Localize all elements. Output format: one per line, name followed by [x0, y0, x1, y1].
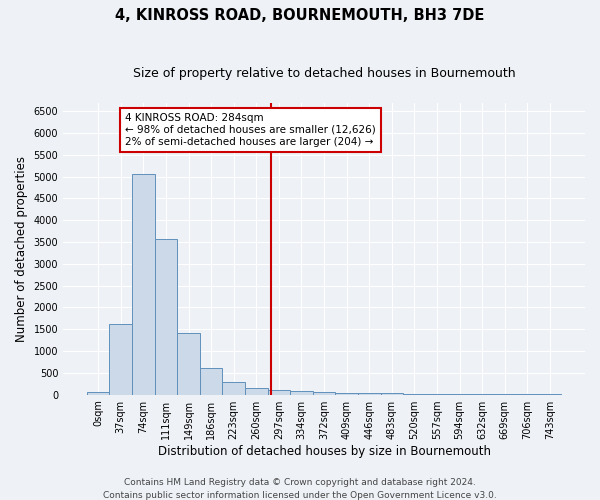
- Bar: [155, 238, 177, 394]
- Bar: [109, 324, 132, 394]
- Title: Size of property relative to detached houses in Bournemouth: Size of property relative to detached ho…: [133, 68, 515, 80]
- Y-axis label: Number of detached properties: Number of detached properties: [15, 156, 28, 342]
- Bar: [223, 382, 245, 394]
- Text: 4, KINROSS ROAD, BOURNEMOUTH, BH3 7DE: 4, KINROSS ROAD, BOURNEMOUTH, BH3 7DE: [115, 8, 485, 22]
- Bar: [313, 392, 335, 394]
- Text: 4 KINROSS ROAD: 284sqm
← 98% of detached houses are smaller (12,626)
2% of semi-: 4 KINROSS ROAD: 284sqm ← 98% of detached…: [125, 114, 376, 146]
- Text: Contains HM Land Registry data © Crown copyright and database right 2024.
Contai: Contains HM Land Registry data © Crown c…: [103, 478, 497, 500]
- Bar: [177, 333, 200, 394]
- Bar: [290, 392, 313, 394]
- Bar: [335, 393, 358, 394]
- Bar: [132, 174, 155, 394]
- Bar: [268, 390, 290, 394]
- Bar: [87, 392, 109, 394]
- X-axis label: Distribution of detached houses by size in Bournemouth: Distribution of detached houses by size …: [158, 444, 491, 458]
- Bar: [245, 388, 268, 394]
- Bar: [200, 368, 223, 394]
